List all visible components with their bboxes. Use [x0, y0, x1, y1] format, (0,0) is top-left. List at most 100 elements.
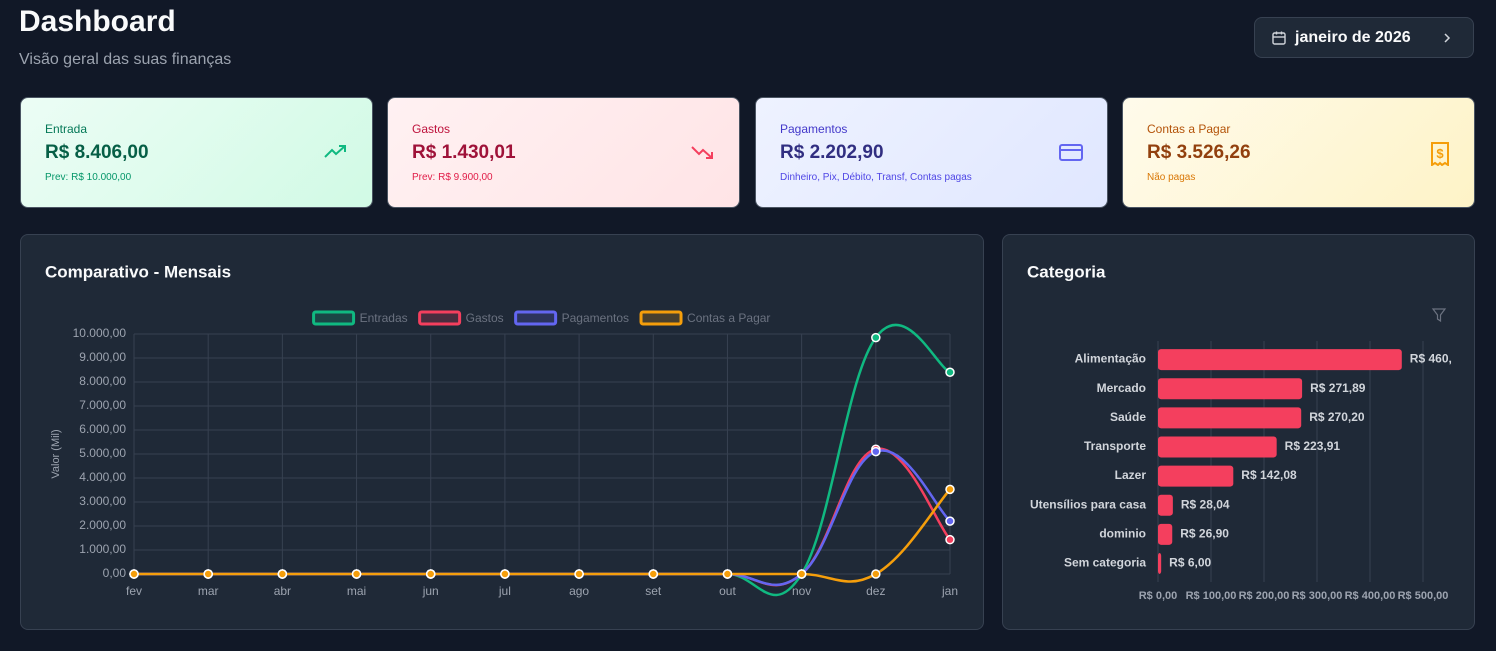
bar-panel: Categoria R$ 0,00 R$ 100,00 R$ 200,00 R$ 30…	[1002, 234, 1475, 630]
y-axis-label: Valor (Mil)	[50, 429, 62, 478]
bar-chart: Categoria R$ 0,00 R$ 100,00 R$ 200,00 R$ 30…	[1027, 262, 1452, 602]
x-tick-label: set	[645, 584, 662, 598]
period-selector[interactable]: janeiro de 2026	[1254, 17, 1474, 58]
trend-down-icon	[691, 146, 713, 159]
y-tick-label: 10.000,00	[73, 326, 127, 340]
bar	[1158, 494, 1173, 516]
data-point	[796, 569, 807, 579]
legend-swatch	[418, 310, 462, 326]
svg-text:$: $	[1436, 146, 1444, 161]
legend-swatch	[514, 310, 558, 326]
legend-item: Contas a Pagar	[639, 310, 770, 326]
y-tick-label: 9.000,00	[79, 350, 126, 364]
card-entrada: Entrada R$ 8.406,00 Prev: R$ 10.000,00	[20, 97, 373, 208]
chart-title: Categoria	[1027, 262, 1106, 281]
card-label: Contas a Pagar	[1147, 122, 1231, 136]
value-label: R$ 28,04	[1181, 497, 1230, 511]
x-tick-label: fev	[126, 584, 142, 598]
y-tick-label: 0,00	[103, 566, 127, 580]
x-tick-label: R$ 100,00	[1186, 590, 1237, 602]
y-tick-label: 2.000,00	[79, 518, 126, 532]
x-tick-label: R$ 0,00	[1139, 590, 1178, 602]
card-value: R$ 2.202,90	[780, 142, 884, 163]
y-tick-label: Utensílios para casa	[1030, 497, 1146, 511]
next-icon[interactable]	[1441, 32, 1453, 44]
x-tick-label: R$ 400,00	[1345, 590, 1396, 602]
y-tick-label: 5.000,00	[79, 446, 126, 460]
x-tick-label: R$ 500,00	[1398, 590, 1449, 602]
chart-title: Comparativo - Mensais	[45, 262, 231, 281]
legend-label: Gastos	[466, 311, 504, 325]
bar	[1158, 349, 1402, 371]
value-label: R$ 460,	[1410, 352, 1452, 366]
data-point	[351, 569, 362, 579]
card-note: Prev: R$ 10.000,00	[45, 172, 132, 183]
page-subtitle: Visão geral das suas finanças	[19, 51, 232, 68]
filter-icon[interactable]	[1431, 308, 1447, 323]
y-tick-label: 7.000,00	[79, 398, 126, 412]
y-tick-label: Alimentação	[1075, 352, 1146, 366]
x-tick-label: R$ 300,00	[1292, 590, 1343, 602]
x-tick-label: jul	[498, 584, 511, 598]
data-point	[722, 569, 733, 579]
data-point	[871, 569, 881, 579]
value-label: R$ 271,89	[1310, 381, 1366, 395]
value-label: R$ 142,08	[1241, 468, 1297, 482]
legend-swatch	[312, 310, 356, 326]
card-value: R$ 8.406,00	[45, 142, 149, 163]
data-point	[500, 569, 510, 579]
bar	[1158, 378, 1303, 400]
x-tick-label: out	[719, 584, 736, 598]
x-tick-label: abr	[274, 584, 291, 598]
y-tick-label: Lazer	[1115, 468, 1147, 482]
data-point	[574, 569, 584, 579]
value-label: R$ 223,91	[1285, 439, 1341, 453]
y-tick-label: Transporte	[1084, 439, 1146, 453]
legend-label: Pagamentos	[562, 311, 629, 325]
x-tick-label: mar	[198, 584, 219, 598]
x-tick-label: dez	[866, 584, 885, 598]
series-line	[134, 323, 951, 597]
card-pagamentos: Pagamentos R$ 2.202,90 Dinheiro, Pix, Dé…	[755, 97, 1108, 208]
x-tick-label: R$ 200,00	[1239, 590, 1290, 602]
data-point	[945, 484, 955, 495]
bar	[1158, 552, 1162, 574]
data-point	[277, 569, 288, 579]
card-value: R$ 1.430,01	[412, 142, 516, 163]
x-tick-label: jun	[422, 584, 439, 598]
legend-item: Gastos	[418, 310, 504, 326]
card-note: Dinheiro, Pix, Débito, Transf, Contas pa…	[780, 172, 972, 183]
y-tick-label: Sem categoria	[1064, 556, 1146, 570]
card-gastos: Gastos R$ 1.430,01 Prev: R$ 9.900,00	[387, 97, 740, 208]
card-label: Gastos	[412, 122, 451, 136]
data-point	[425, 569, 436, 579]
value-label: R$ 6,00	[1169, 556, 1211, 570]
period-label: janeiro de 2026	[1295, 28, 1411, 46]
line-panel: Comparativo - Mensais Valor (Mil) 0,00 1.…	[20, 234, 984, 630]
card-contas: Contas a Pagar R$ 3.526,26 Não pagas $	[1122, 97, 1475, 208]
legend-label: Contas a Pagar	[687, 311, 770, 325]
bar	[1158, 436, 1277, 458]
y-tick-label: 4.000,00	[79, 470, 126, 484]
legend-item: Entradas	[312, 310, 408, 326]
card-label: Pagamentos	[780, 122, 848, 136]
value-label: R$ 270,20	[1309, 410, 1365, 424]
bar	[1158, 465, 1234, 487]
calendar-icon	[1272, 31, 1286, 45]
data-point	[945, 367, 955, 378]
y-tick-label: dominio	[1099, 526, 1146, 540]
legend-label: Entradas	[360, 311, 408, 325]
x-tick-label: jan	[941, 584, 958, 598]
y-tick-label: 3.000,00	[79, 494, 126, 508]
data-point	[871, 332, 881, 343]
x-tick-label: ago	[569, 584, 589, 598]
data-point	[648, 569, 659, 579]
card-note: Não pagas	[1147, 172, 1196, 183]
y-tick-label: 8.000,00	[79, 374, 126, 388]
legend-swatch	[639, 310, 683, 326]
bar	[1158, 523, 1173, 545]
y-tick-label: Saúde	[1110, 410, 1146, 424]
receipt-icon: $	[1431, 142, 1449, 166]
data-point	[945, 516, 955, 526]
